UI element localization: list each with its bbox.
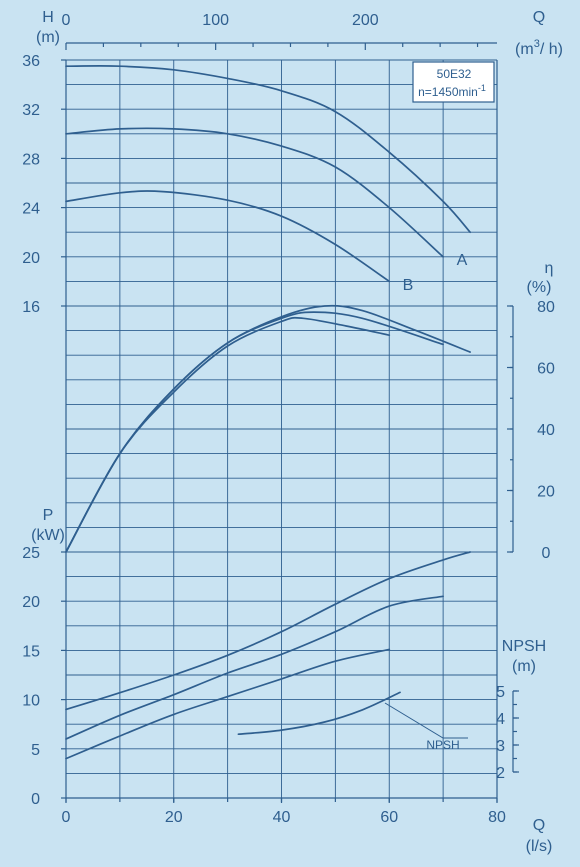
x-tick-label: 80 [488,809,506,826]
top-flow-axis-label: Q [533,9,545,26]
head-tick-label: 16 [22,299,40,316]
power-curve-a [65,595,444,740]
efficiency-axis-unit: (%) [527,279,552,296]
speed-label: n=1450min-1 [418,83,486,99]
efficiency-tick-label: 40 [537,422,555,439]
top-axis-tick-label: 200 [352,12,379,29]
npsh-curve [237,691,401,736]
power-tick-label: 15 [22,643,40,660]
power-tick-label: 5 [31,742,40,759]
x-tick-label: 20 [165,809,183,826]
npsh-tick-label: 2 [496,765,505,782]
head-tick-label: 36 [22,53,40,70]
efficiency-tick-label: 80 [537,299,555,316]
efficiency-tick-label: 60 [537,361,555,378]
npsh-axis-unit: (m) [512,658,536,675]
head-tick-label: 24 [22,201,40,218]
power-curve-b [65,648,391,760]
x-tick-label: 60 [380,809,398,826]
model-box [412,61,495,103]
grid [65,59,498,799]
flow-axis-label: Q [533,817,545,834]
head-axis-unit: (m) [36,29,60,46]
npsh-tick-label: 4 [496,711,505,728]
curve-label-a: A [457,252,468,269]
x-tick-label: 0 [62,809,71,826]
efficiency-curve-b [65,316,391,553]
curve-label-b: B [403,277,414,294]
power-axis-label: P [43,507,54,524]
power-tick-label: 20 [22,594,40,611]
head-tick-label: 20 [22,250,40,267]
flow-axis-unit: (l/s) [526,838,553,855]
power-tick-label: 0 [31,791,40,808]
power-tick-label: 25 [22,545,40,562]
top-axis-tick-label: 100 [202,12,229,29]
labels: 0 20 40 60 800 100 200162024283236020406080051… [22,9,563,855]
efficiency-axis-label: η [545,260,554,277]
model-name: 50E32 [437,67,472,81]
efficiency-tick-label: 20 [537,484,555,501]
npsh-tick-label: 5 [496,684,505,701]
npsh-axis-label: NPSH [502,638,546,655]
npsh-tick-label: 3 [496,738,505,755]
power-axis-unit: (kW) [31,527,65,544]
efficiency-tick-label: 0 [542,545,551,562]
head-tick-label: 32 [22,102,40,119]
npsh-leader-line [384,702,468,739]
power-curve-max [65,551,471,711]
top-axis-tick-label: 0 [62,12,71,29]
axes [61,42,519,803]
power-tick-label: 10 [22,693,40,710]
head-curve-max [65,65,471,234]
top-flow-axis-unit: (m3/ h) [515,38,563,58]
head-curve-a [65,127,444,258]
x-tick-label: 40 [273,809,291,826]
head-axis-label: H [42,9,54,26]
curves [65,65,471,760]
npsh-curve-label: NPSH [426,738,459,752]
head-tick-label: 28 [22,151,40,168]
head-curve-b [65,190,391,283]
